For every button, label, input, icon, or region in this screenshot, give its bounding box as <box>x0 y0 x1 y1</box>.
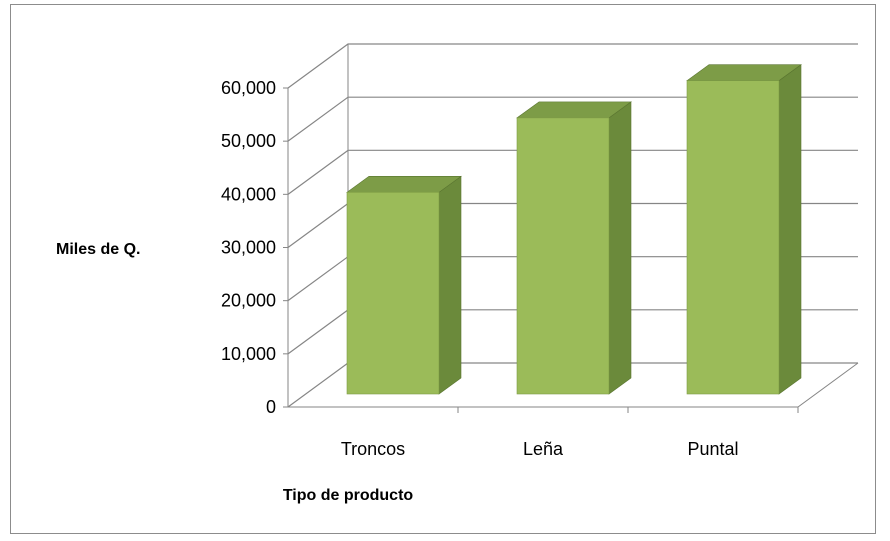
bar-front <box>686 80 780 395</box>
x-tick-labels: Troncos Leña Puntal <box>341 439 739 459</box>
x-tick-label: Leña <box>523 439 564 459</box>
y-tick-label: 30,000 <box>221 238 276 258</box>
y-tick-label: 60,000 <box>221 78 276 98</box>
x-tick-label: Troncos <box>341 439 405 459</box>
gridline <box>287 43 858 89</box>
bar-front <box>516 117 610 395</box>
y-axis-title: Miles de Q. <box>56 241 140 258</box>
bar-puntal <box>686 64 802 395</box>
y-tick-label: 10,000 <box>221 344 276 364</box>
y-tick-label: 20,000 <box>221 291 276 311</box>
y-tick-label: 40,000 <box>221 184 276 204</box>
bar-side <box>778 64 802 395</box>
bars <box>346 64 802 395</box>
bar-side <box>438 175 462 395</box>
y-tick-labels: 0 10,000 20,000 30,000 40,000 50,000 60,000 <box>221 78 276 417</box>
bar-side <box>608 101 632 395</box>
y-tick-label: 0 <box>266 397 276 417</box>
bar-troncos <box>346 175 462 395</box>
bar-front <box>346 192 440 395</box>
y-tick-label: 50,000 <box>221 131 276 151</box>
x-tick-label: Puntal <box>687 439 738 459</box>
x-axis-title: Tipo de producto <box>283 487 414 504</box>
bar-leña <box>516 101 632 395</box>
